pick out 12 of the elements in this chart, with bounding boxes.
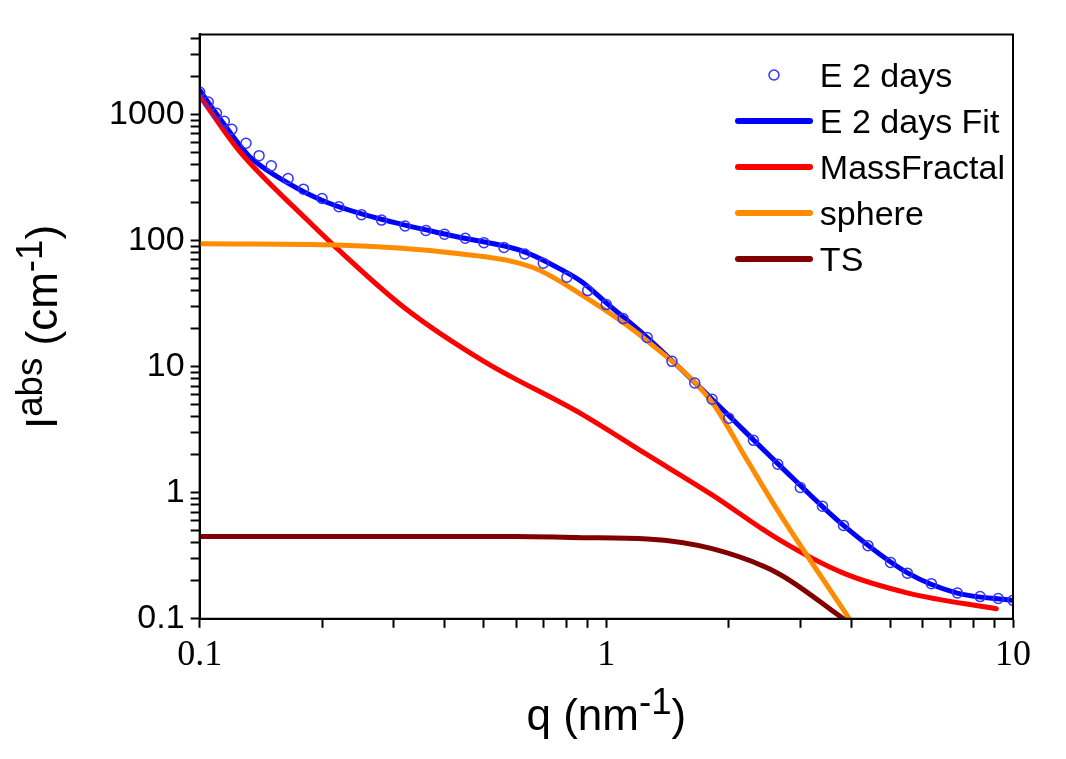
x-axis-title: q (nm$^{-1}$)	[526, 680, 687, 740]
x-tick-label: 1	[597, 632, 616, 673]
legend-label: TS	[819, 239, 864, 279]
y-tick-label: 10	[146, 344, 185, 383]
y-tick-label: 100	[127, 218, 185, 257]
x-tick-label: 10	[995, 632, 1031, 673]
legend-label: MassFractal	[819, 147, 1005, 187]
y-tick-label: 1	[165, 471, 185, 510]
legend-label: sphere	[819, 193, 924, 233]
legend-label: E 2 days	[819, 55, 953, 95]
legend-label: E 2 days Fit	[819, 101, 1000, 141]
y-tick-label: 1000	[109, 92, 185, 131]
